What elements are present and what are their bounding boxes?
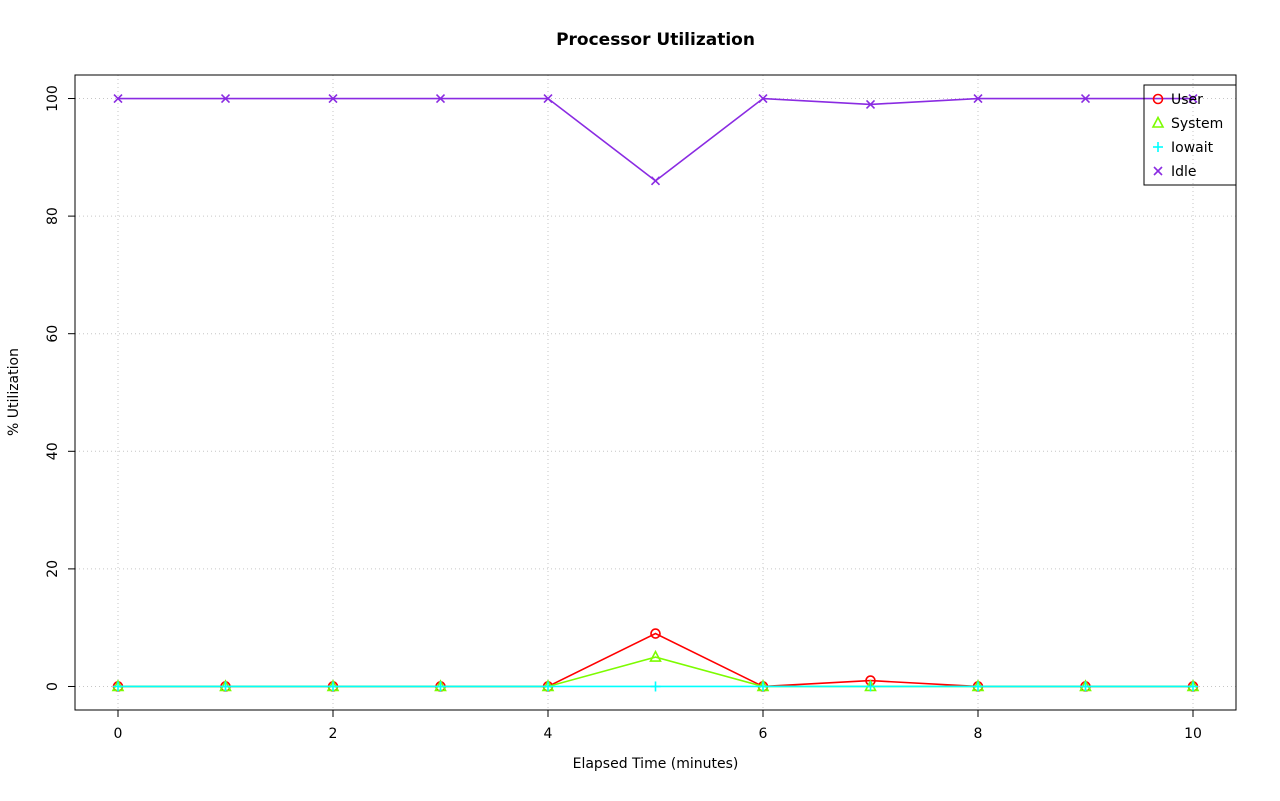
x-tick-label: 4 [544,726,553,742]
y-tick-label: 100 [45,85,61,112]
x-tick-label: 2 [329,726,338,742]
legend-label-iowait: Iowait [1171,140,1214,156]
legend: User System Iowait Idle [1143,84,1237,186]
legend-label-idle: Idle [1171,164,1197,180]
x-axis: 0 2 4 6 8 10 [114,710,1202,742]
chart-title: Processor Utilization [556,30,755,50]
series-line-idle [118,97,1193,182]
plot-border [74,74,1237,711]
series-iowait [113,681,1198,692]
legend-box [1143,84,1237,186]
y-tick-label: 20 [45,560,61,578]
legend-label-system: System [1171,116,1223,132]
gridlines [75,75,1236,710]
x-axis-label: Elapsed Time (minutes) [572,756,739,772]
legend-label-user: User [1171,92,1203,108]
series-line-user [118,632,1193,688]
x-tick-label: 8 [974,726,983,742]
y-tick-label: 0 [45,682,61,691]
y-tick-label: 80 [45,207,61,225]
y-axis: 0 20 40 60 80 100 [45,85,75,691]
x-tick-label: 6 [759,726,768,742]
y-axis-label: % Utilization [6,348,22,436]
x-tick-label: 10 [1184,726,1202,742]
y-tick-label: 60 [45,325,61,343]
series-idle [113,93,1198,186]
x-tick-label: 0 [114,726,123,742]
y-tick-label: 40 [45,442,61,460]
